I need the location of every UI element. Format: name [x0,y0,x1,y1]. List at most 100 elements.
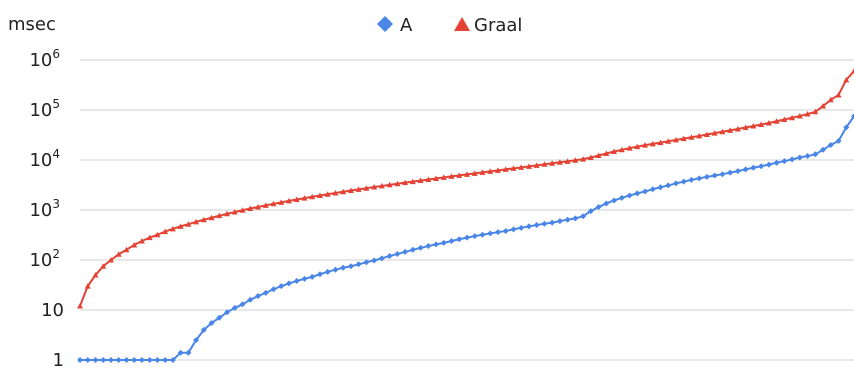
data-point [549,160,556,166]
y-tick-base: 10 [29,250,52,271]
gridlines [80,59,854,361]
data-point [502,166,509,172]
data-point [742,166,749,173]
data-point [340,264,347,271]
data-point [255,293,262,300]
data-point [309,193,316,200]
data-point [301,195,308,201]
data-point [278,283,285,290]
data-point [185,349,192,356]
y-tick-label: 1 [53,350,64,370]
data-point [77,303,83,309]
y-tick-label: 105 [29,97,60,121]
data-point [216,212,223,219]
data-point [703,131,710,138]
data-point [727,127,734,133]
data-point [719,171,726,178]
data-point [471,233,478,240]
data-point [494,167,501,173]
data-point [169,225,176,232]
data-point [626,145,633,151]
data-point [773,159,780,166]
data-point [494,229,501,236]
data-point [843,124,850,131]
data-point [185,221,192,227]
data-point [479,169,486,175]
data-point [239,301,246,308]
data-point [448,237,455,244]
data-point [812,108,819,115]
data-point [378,182,385,189]
data-point [533,222,540,229]
data-point [626,192,633,199]
data-point [564,216,571,223]
data-point [796,112,803,119]
data-point [851,113,854,120]
data-point [827,96,834,103]
data-point [193,218,200,225]
y-tick-base: 10 [29,100,52,121]
data-point [115,251,122,257]
data-point [386,181,393,188]
data-point [487,230,494,237]
data-point [316,192,323,198]
data-point [750,164,757,171]
data-point [765,119,772,126]
data-point [781,116,788,123]
y-tick-label: 106 [29,47,60,71]
y-tick-base: 1 [53,350,64,370]
data-point [758,121,765,128]
data-point [804,111,811,117]
data-point [796,154,803,161]
data-point [688,134,695,140]
data-point [425,243,432,250]
data-point [789,156,796,163]
data-point [618,194,625,201]
data-point [347,263,354,270]
data-point [123,246,130,253]
y-tick-exponent: 2 [52,247,60,261]
data-point [440,174,447,180]
data-point [425,176,432,183]
data-point [347,187,354,194]
data-point [649,140,656,147]
data-point [417,244,424,251]
data-point [556,159,563,165]
data-point [773,118,780,124]
data-point [456,236,463,243]
data-point [84,283,91,289]
legend-marker-graal [454,17,470,31]
data-point [688,176,695,183]
data-point [781,158,788,165]
data-point [402,248,409,255]
data-point [247,205,254,212]
data-point [107,257,114,263]
series-line-graal [79,70,854,307]
data-point [564,158,571,164]
data-point [154,357,161,363]
data-point [262,289,269,296]
data-point [649,186,656,193]
data-point [696,132,703,139]
data-point [154,231,161,238]
data-point [208,214,215,221]
data-point [332,266,339,273]
data-point [200,326,207,333]
y-tick-base: 10 [41,300,64,321]
data-point [680,178,687,185]
data-point [278,199,285,205]
data-point [734,168,741,175]
series-graal [77,68,854,309]
data-point [672,136,679,143]
data-point [115,357,122,363]
data-point [672,180,679,187]
legend-label-graal: Graal [474,15,522,36]
data-point [255,203,262,210]
data-point [324,191,331,197]
data-point [100,263,107,269]
series-a [77,113,854,363]
data-point [804,153,811,160]
data-point [285,280,292,287]
data-point [765,161,772,168]
data-point [340,188,347,195]
